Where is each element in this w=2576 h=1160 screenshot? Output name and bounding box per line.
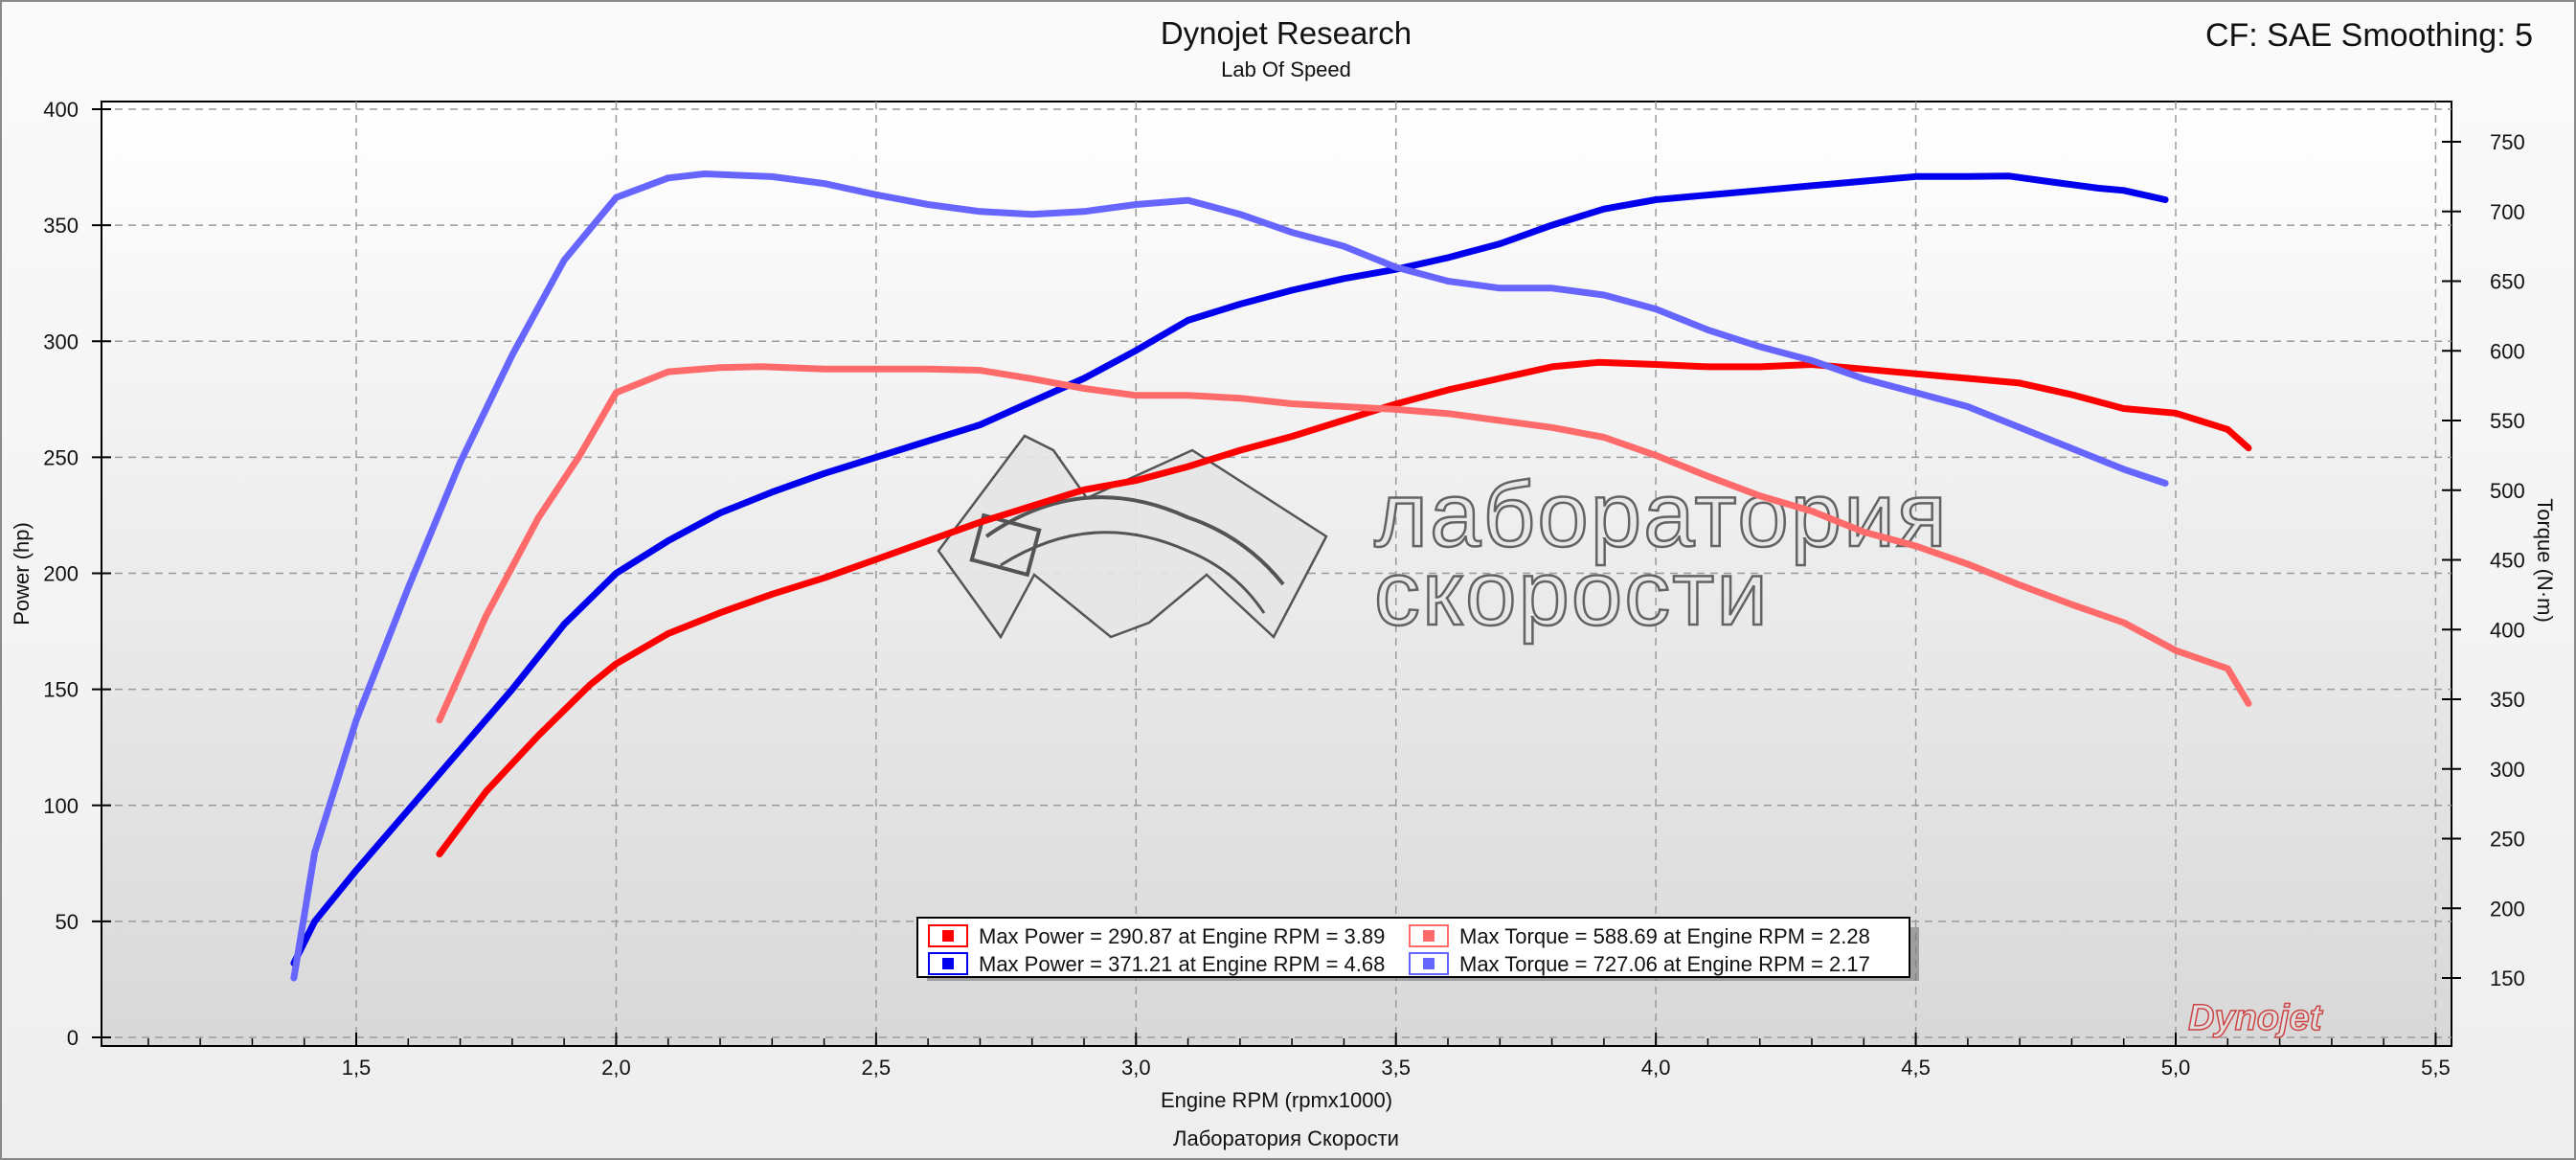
legend-swatch-fill: [942, 958, 954, 969]
y2-tick-label: 300: [2490, 758, 2525, 782]
y-tick-label: 200: [43, 562, 79, 586]
legend-swatch: [1409, 924, 1449, 947]
y2-tick-label: 400: [2490, 618, 2525, 642]
y-tick-label: 0: [67, 1026, 79, 1050]
x-tick-label: 3,0: [1121, 1056, 1151, 1080]
y2-tick-label: 650: [2490, 270, 2525, 294]
watermark-logo-icon: [937, 434, 1328, 640]
series-line-4: [290, 171, 2169, 982]
legend-entry: Max Torque = 588.69 at Engine RPM = 2.28: [1459, 924, 1870, 948]
axes: 1,5 2,0 2,5 3,0 3,5 4,0 4,5 5,0 5,5 0 50 100 150 200 2…: [43, 98, 2524, 1080]
legend-entry: Max Power = 290.87 at Engine RPM = 3.89: [979, 924, 1385, 948]
gridlines: [102, 102, 2452, 1046]
x-tick-label: 1,5: [342, 1056, 372, 1080]
x-tick-label: 4,5: [1901, 1056, 1931, 1080]
y-axis-label: Power (hp): [10, 522, 34, 625]
y-tick-label: 100: [43, 794, 79, 818]
y2-tick-label: 200: [2490, 897, 2525, 921]
legend-swatch-fill: [1423, 930, 1435, 942]
y-tick-label: 250: [43, 445, 79, 469]
y2-tick-label: 750: [2490, 130, 2525, 154]
y2-tick-label: 250: [2490, 828, 2525, 852]
y2-tick-label: 150: [2490, 967, 2525, 990]
y2-tick-label: 600: [2490, 339, 2525, 363]
legend-swatch-fill: [942, 930, 954, 942]
x-tick-label: 3,5: [1381, 1056, 1411, 1080]
series-line-3: [436, 363, 2252, 724]
chart-footer: Лаборатория Скорости: [1173, 1126, 1399, 1150]
y-tick-label: 350: [43, 214, 79, 238]
legend-entry: Max Torque = 727.06 at Engine RPM = 2.17: [1459, 952, 1870, 976]
chart-subtitle: Lab Of Speed: [1221, 57, 1351, 81]
chart-title: Dynojet Research: [1161, 15, 1412, 51]
x-tick-label: 5,5: [2421, 1056, 2451, 1080]
watermark-line2: скорости: [1374, 542, 1770, 645]
x-tick-label: 2,0: [601, 1056, 631, 1080]
y2-axis-label: Torque (N·m): [2533, 498, 2557, 623]
y2-tick-label: 700: [2490, 200, 2525, 224]
y-tick-label: 150: [43, 678, 79, 702]
y2-tick-label: 450: [2490, 549, 2525, 573]
y2-tick-label: 350: [2490, 688, 2525, 712]
legend: Max Power = 290.87 at Engine RPM = 3.89 M…: [916, 917, 1919, 981]
legend-swatch-fill: [1423, 958, 1435, 969]
series-lines: [290, 171, 2252, 982]
dynojet-brand-logo: Dynojet: [2188, 998, 2323, 1038]
x-axis-label: Engine RPM (rpmx1000): [1161, 1088, 1392, 1112]
watermark-line1: лаборатория: [1374, 464, 1949, 566]
y-tick-label: 50: [56, 910, 79, 934]
watermark: лаборатория скорости: [937, 434, 1949, 646]
y2-tick-label: 550: [2490, 409, 2525, 433]
legend-entry: Max Power = 371.21 at Engine RPM = 4.68: [979, 952, 1385, 976]
x-tick-label: 2,5: [862, 1056, 892, 1080]
x-tick-label: 5,0: [2161, 1056, 2191, 1080]
legend-swatch: [1409, 952, 1449, 975]
series-line-2: [290, 172, 2169, 967]
legend-swatch: [928, 924, 968, 947]
y-tick-label: 300: [43, 330, 79, 353]
y2-tick-label: 500: [2490, 479, 2525, 503]
x-tick-label: 4,0: [1641, 1056, 1671, 1080]
correction-factor-label: CF: SAE Smoothing: 5: [2205, 17, 2533, 54]
series-line-1: [436, 358, 2252, 858]
legend-swatch: [928, 952, 968, 975]
y-tick-label: 400: [43, 98, 79, 122]
